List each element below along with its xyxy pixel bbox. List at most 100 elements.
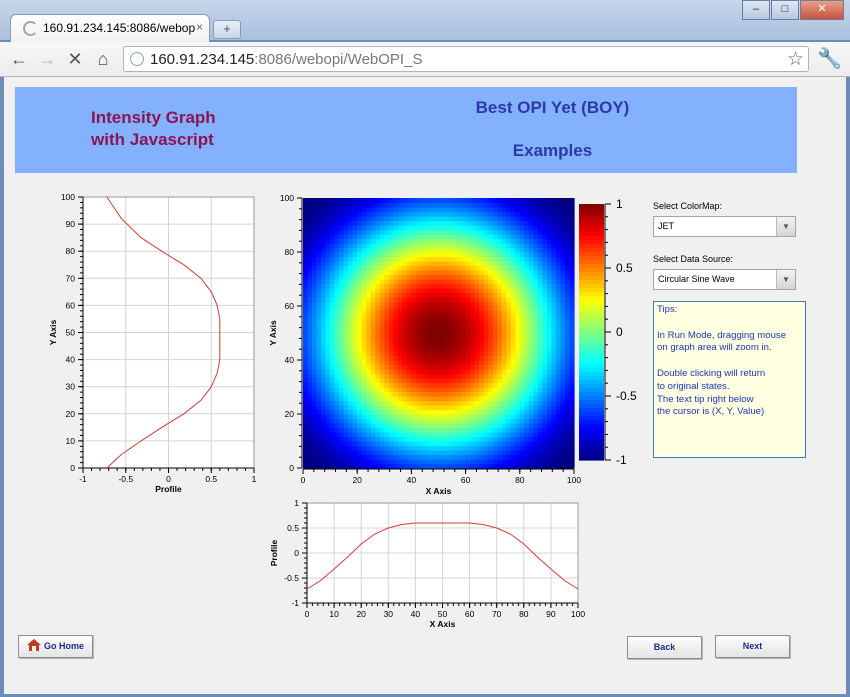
heatmap-cell: [303, 211, 309, 217]
heatmap-cell: [533, 396, 539, 402]
heatmap-cell: [316, 324, 322, 330]
heatmap-cell: [569, 315, 575, 321]
url-text[interactable]: 160.91.234.145:8086/webopi/WebOPI_S: [150, 51, 422, 68]
bookmark-star-icon[interactable]: ☆: [786, 49, 804, 70]
heatmap-cell: [474, 202, 480, 208]
heatmap-cell: [420, 256, 426, 262]
tab-close-icon[interactable]: ×: [195, 20, 203, 34]
heatmap-cell: [443, 432, 449, 438]
datasource-select[interactable]: Circular Sine Wave ▼: [653, 269, 796, 290]
heatmap-cell: [334, 414, 340, 420]
heatmap-cell: [339, 333, 345, 339]
heatmap-cell: [551, 360, 557, 366]
heatmap-cell: [483, 409, 489, 415]
heatmap-cell: [533, 288, 539, 294]
heatmap-cell: [506, 391, 512, 397]
heatmap-cell: [384, 315, 390, 321]
heatmap-cell: [339, 288, 345, 294]
heatmap-cell: [488, 288, 494, 294]
heatmap-cell: [452, 378, 458, 384]
heatmap-cell: [461, 256, 467, 262]
heatmap-cell: [402, 247, 408, 253]
heatmap-cell: [429, 288, 435, 294]
wrench-icon[interactable]: 🔧: [817, 48, 842, 70]
heatmap-cell: [388, 409, 394, 415]
new-tab-button[interactable]: +: [213, 20, 241, 39]
heatmap-cell: [474, 436, 480, 442]
colorbar-segment: [579, 384, 604, 389]
heatmap-cell: [303, 337, 309, 343]
heatmap-cell: [334, 198, 340, 204]
heatmap-cell: [321, 220, 327, 226]
heatmap-cell: [560, 247, 566, 253]
heatmap-cell: [483, 256, 489, 262]
heatmap-cell: [397, 328, 403, 334]
go-home-button[interactable]: Go Home: [18, 635, 93, 658]
heatmap-cell: [546, 463, 553, 469]
heatmap-cell: [388, 450, 394, 456]
heatmap-cell: [560, 198, 566, 204]
colormap-select[interactable]: JET ▼: [653, 216, 796, 237]
heatmap-cell: [465, 391, 471, 397]
heatmap-cell: [519, 405, 525, 411]
colorbar-tick-label: 0: [616, 325, 623, 339]
heatmap-cell: [406, 342, 412, 348]
heatmap-cell: [370, 342, 376, 348]
minimize-button[interactable]: –: [742, 0, 770, 20]
heatmap-cell: [492, 342, 498, 348]
chevron-down-icon[interactable]: ▼: [776, 270, 795, 289]
heatmap-cell: [506, 400, 512, 406]
heatmap-cell: [501, 315, 507, 321]
heatmap-cell: [406, 387, 412, 393]
heatmap-cell: [334, 423, 340, 429]
stop-icon[interactable]: ✕: [67, 49, 83, 69]
heatmap-cell: [411, 414, 417, 420]
heatmap-cell: [433, 319, 440, 325]
heatmap-cell: [321, 247, 327, 253]
heatmap-cell: [375, 405, 381, 411]
heatmap-cell: [465, 243, 471, 249]
heatmap-cell: [316, 418, 322, 424]
heatmap-cell: [334, 364, 340, 370]
heatmap-cell: [379, 328, 385, 334]
heatmap-cell: [433, 279, 440, 285]
heatmap-cell: [488, 243, 494, 249]
heatmap-cell: [339, 301, 345, 307]
heatmap-cell: [483, 202, 489, 208]
heatmap-cell: [321, 405, 327, 411]
heatmap-cell: [325, 225, 331, 231]
maximize-button[interactable]: □: [771, 0, 799, 20]
home-icon[interactable]: ⌂: [97, 49, 109, 69]
heatmap-cell: [334, 387, 340, 393]
heatmap-cell: [542, 243, 548, 249]
heatmap-cell: [339, 243, 345, 249]
heatmap-cell: [483, 391, 489, 397]
heatmap-cell: [483, 351, 489, 357]
back-arrow-icon[interactable]: ←: [10, 49, 28, 69]
heatmap-cell: [321, 373, 327, 379]
banner-subtitle-right: Examples: [512, 141, 593, 160]
heatmap-cell: [456, 252, 462, 258]
heatmap-cell: [352, 445, 358, 451]
heatmap-cell: [569, 369, 575, 375]
chevron-down-icon[interactable]: ▼: [776, 217, 795, 236]
heatmap-cell: [370, 427, 376, 433]
heatmap-cell: [510, 256, 516, 262]
back-button[interactable]: Back: [627, 636, 702, 659]
heatmap-cell: [366, 220, 372, 226]
heatmap-cell: [415, 283, 422, 289]
browser-tab[interactable]: 160.91.234.145:8086/webop ×: [10, 14, 210, 42]
heatmap-cell: [415, 288, 422, 294]
heatmap-cell: [542, 387, 548, 393]
address-bar[interactable]: 160.91.234.145:8086/webopi/WebOPI_S ☆: [123, 46, 809, 72]
heatmap-cell: [537, 328, 543, 334]
heatmap-cell: [438, 288, 444, 294]
heatmap-cell: [325, 279, 331, 285]
heatmap-cell: [366, 373, 372, 379]
heatmap-cell: [429, 364, 435, 370]
heatmap-cell: [366, 234, 372, 240]
forward-arrow-icon[interactable]: →: [38, 49, 56, 69]
close-window-button[interactable]: ✕: [800, 0, 844, 20]
heatmap-cell: [528, 436, 534, 442]
next-button[interactable]: Next: [715, 635, 790, 658]
